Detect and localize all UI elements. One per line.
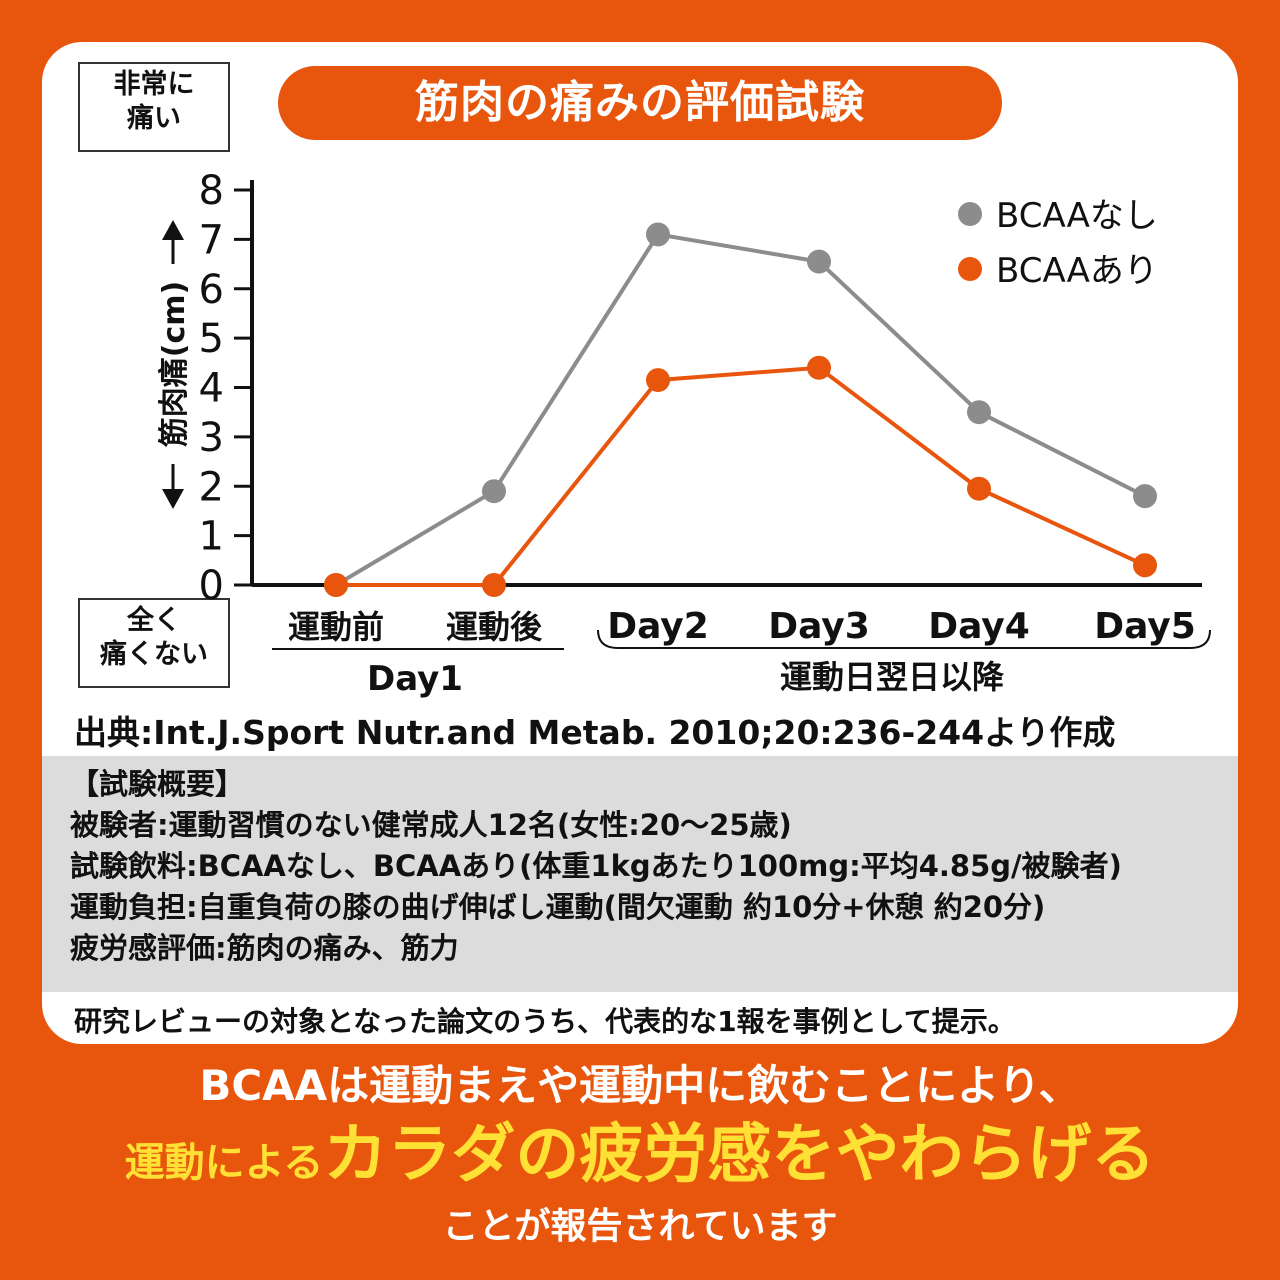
x-tick-label-4: Day3 [768, 606, 870, 647]
y-tick-label: 3 [199, 415, 224, 461]
source-citation: 出典:Int.J.Sport Nutr.and Metab. 2010;20:2… [74, 713, 1116, 752]
summary-fatigue-eval: 疲労感評価:筋肉の痛み、筋力 [70, 931, 459, 965]
message-line-2: 運動によるカラダの疲労感をやわらげる [0, 1116, 1280, 1202]
legend-marker-1 [958, 202, 982, 226]
bottom-message: BCAAは運動まえや運動中に飲むことにより、 運動によるカラダの疲労感をやわらげ… [0, 1056, 1280, 1252]
x-tick-label-2: 運動後 [446, 608, 543, 646]
series-line-2 [336, 365, 1146, 587]
summary-subjects: 被験者:運動習慣のない健常成人12名(女性:20〜25歳) [70, 808, 792, 842]
arrow-down-icon [162, 489, 184, 509]
x-tick-label-1: 運動前 [288, 608, 384, 646]
footnote: 研究レビューの対象となった論文のうち、代表的な1報を事例として提示。 [74, 1005, 1016, 1038]
x-tick-label-3: Day2 [607, 606, 709, 647]
message-line-3: ことが報告されています [442, 1206, 838, 1247]
group-label-following-days: 運動日翌日以降 [780, 658, 1005, 696]
label-no-pain: 全く 痛くない [78, 598, 230, 688]
series-line-1 [334, 232, 1146, 587]
data-point-s1-2 [482, 479, 506, 504]
y-tick-label: 1 [199, 514, 224, 560]
legend-label-2: BCAAあり [996, 251, 1158, 291]
summary-exercise: 運動負担:自重負荷の膝の曲げ伸ばし運動(間欠運動 約10分+休憩 約20分) [70, 890, 1046, 924]
data-point-s2-4 [807, 355, 831, 380]
data-point-s2-5 [967, 476, 991, 501]
label-very-painful: 非常に 痛い [78, 62, 230, 152]
data-point-s1-3 [646, 222, 670, 247]
data-point-s1-5 [967, 400, 991, 425]
data-point-s2-6 [1133, 553, 1157, 578]
trial-summary: 【試験概要】 被験者:運動習慣のない健常成人12名(女性:20〜25歳) 試験飲… [42, 756, 1238, 992]
x-tick-label-6: Day5 [1094, 606, 1196, 647]
main-card: 筋肉の痛みの評価試験 非常に 痛い 全く 痛くない 0 1 2 3 4 5 6 7 8 筋肉痛(c… [42, 42, 1238, 1044]
y-tick-label: 4 [199, 366, 224, 412]
data-point-s2-3 [646, 368, 670, 393]
summary-heading: 【試験概要】 [70, 767, 245, 801]
y-tick-label: 7 [199, 217, 224, 263]
y-tick-label: 2 [199, 464, 224, 510]
message-line-1: BCAAは運動まえや運動中に飲むことにより、 [199, 1061, 1081, 1110]
arrow-up-icon [162, 220, 184, 240]
chart-title: 筋肉の痛みの評価試験 [278, 66, 1002, 140]
y-tick-label: 0 [199, 563, 224, 609]
x-tick-label-5: Day4 [928, 606, 1030, 647]
legend-marker-2 [958, 257, 982, 281]
data-point-s1-6 [1133, 484, 1157, 509]
message-highlight-small: 運動による [124, 1140, 324, 1186]
data-point-s2-1 [324, 573, 348, 597]
data-point-s2-2 [482, 573, 506, 597]
summary-test-drink: 試験飲料:BCAAなし、BCAAあり(体重1kgあたり100mg:平均4.85g… [70, 849, 1122, 883]
legend-label-1: BCAAなし [996, 196, 1158, 236]
ylabel-background [153, 264, 193, 464]
y-tick-label: 5 [199, 316, 224, 362]
y-tick-label: 8 [199, 168, 224, 214]
y-axis-label: 筋肉痛(cm) [157, 281, 192, 447]
group-label-day1: Day1 [367, 659, 463, 699]
y-tick-label: 6 [199, 267, 224, 313]
message-highlight-big: カラダの疲労感をやわらげる [323, 1118, 1156, 1192]
data-point-s1-4 [807, 249, 831, 274]
post-day-bracket [597, 629, 1211, 649]
